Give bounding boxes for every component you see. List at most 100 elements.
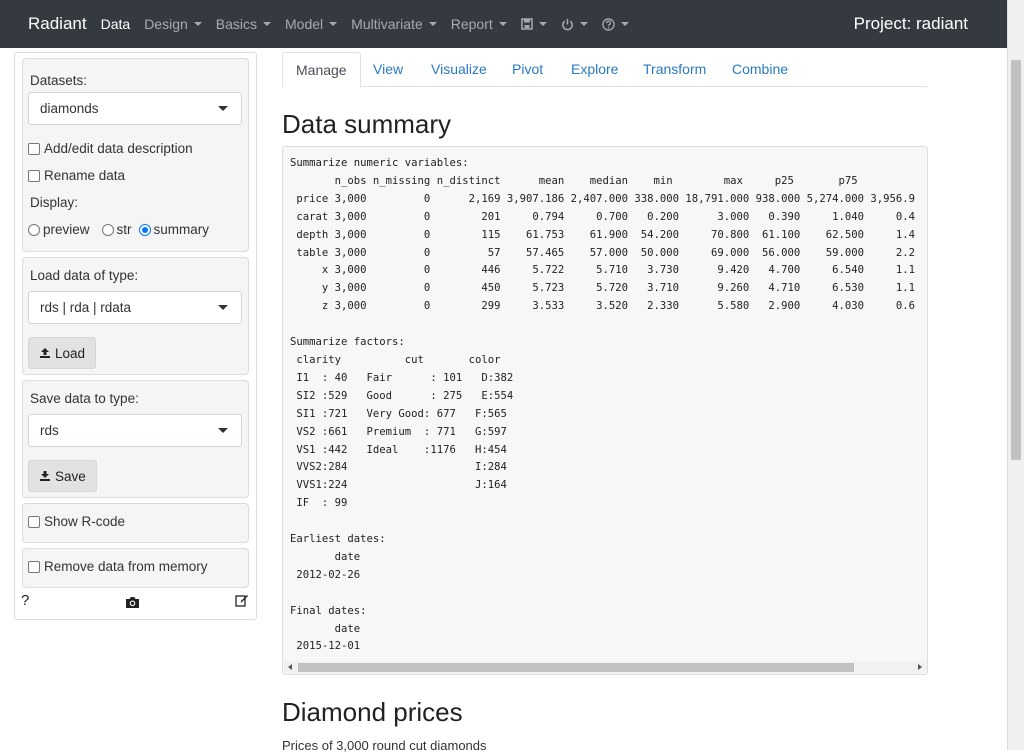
nav-save-menu[interactable] bbox=[521, 18, 547, 30]
page-scrollbar[interactable] bbox=[1007, 0, 1024, 750]
add-edit-description-row[interactable]: Add/edit data description bbox=[28, 141, 193, 156]
tab-pivot[interactable]: Pivot bbox=[512, 52, 543, 86]
dataset-select[interactable]: diamonds bbox=[28, 92, 242, 125]
edit-icon[interactable] bbox=[235, 593, 249, 607]
save-type-label: Save data to type: bbox=[30, 391, 139, 406]
app-brand[interactable]: Radiant bbox=[28, 14, 87, 33]
dataset-select-value: diamonds bbox=[40, 101, 99, 116]
tab-view[interactable]: View bbox=[373, 52, 403, 86]
help-icon bbox=[602, 17, 615, 31]
top-navbar: Radiant Data Design Basics Model Multiva… bbox=[0, 0, 1008, 48]
display-summary-radio[interactable] bbox=[138, 223, 151, 236]
save-type-value: rds bbox=[40, 423, 59, 438]
remove-data-row[interactable]: Remove data from memory bbox=[28, 559, 208, 574]
show-rcode-label: Show R-code bbox=[44, 514, 126, 529]
caret-down-icon bbox=[620, 22, 629, 26]
display-preview-label: preview bbox=[43, 222, 90, 237]
load-button[interactable]: Load bbox=[28, 337, 97, 369]
tab-explore[interactable]: Explore bbox=[571, 52, 618, 86]
sidebar-panel: Datasets: diamonds Add/edit data descrip… bbox=[14, 52, 257, 620]
scroll-right-arrow-icon[interactable] bbox=[918, 664, 922, 670]
show-rcode-well: Show R-code bbox=[22, 503, 249, 543]
camera-icon[interactable] bbox=[125, 596, 140, 609]
display-label: Display: bbox=[30, 195, 79, 210]
remove-data-label: Remove data from memory bbox=[44, 559, 208, 574]
page-scrollbar-thumb[interactable] bbox=[1011, 60, 1021, 460]
remove-data-well: Remove data from memory bbox=[22, 548, 249, 588]
datasets-label: Datasets: bbox=[30, 73, 88, 88]
main-tabs: Manage View Visualize Pivot Explore Tran… bbox=[282, 52, 927, 88]
caret-down-icon bbox=[263, 22, 272, 26]
tab-view-label: View bbox=[373, 61, 404, 77]
save-data-well: Save data to type: rds Save bbox=[22, 380, 249, 498]
summary-hscrollbar[interactable] bbox=[284, 661, 926, 673]
upload-icon bbox=[40, 348, 50, 358]
load-button-label: Load bbox=[55, 345, 86, 361]
summary-hscrollbar-thumb[interactable] bbox=[298, 663, 854, 672]
tab-visualize-label: Visualize bbox=[431, 61, 487, 77]
load-type-select[interactable]: rds | rda | rdata bbox=[28, 291, 242, 324]
nav-basics-label: Basics bbox=[215, 16, 258, 32]
caret-down-icon bbox=[428, 22, 437, 26]
nav-help-menu[interactable] bbox=[602, 17, 629, 31]
load-type-value: rds | rda | rdata bbox=[40, 300, 132, 315]
nav-data[interactable]: Data bbox=[101, 16, 131, 32]
nav-power-menu[interactable] bbox=[561, 18, 588, 31]
rename-data-row[interactable]: Rename data bbox=[28, 168, 125, 183]
display-preview-radio[interactable] bbox=[28, 223, 40, 236]
tab-explore-label: Explore bbox=[571, 61, 619, 77]
nav-report[interactable]: Report bbox=[451, 16, 507, 32]
caret-down-icon bbox=[538, 22, 547, 26]
display-str-radio[interactable] bbox=[101, 223, 114, 236]
dropdown-arrow-icon bbox=[218, 106, 228, 111]
add-edit-description-checkbox[interactable] bbox=[28, 142, 40, 155]
save-type-select[interactable]: rds bbox=[28, 414, 242, 447]
save-button-label: Save bbox=[55, 468, 86, 484]
summary-text: Summarize numeric variables: n_obs n_mis… bbox=[290, 157, 916, 653]
display-str-label: str bbox=[116, 222, 132, 237]
tab-transform-label: Transform bbox=[643, 61, 707, 77]
tab-transform[interactable]: Transform bbox=[643, 52, 706, 86]
tab-visualize[interactable]: Visualize bbox=[431, 52, 487, 86]
rename-data-checkbox[interactable] bbox=[28, 169, 40, 182]
remove-data-checkbox[interactable] bbox=[28, 560, 40, 573]
nav-multivariate[interactable]: Multivariate bbox=[351, 16, 437, 32]
help-question-icon[interactable]: ? bbox=[21, 592, 30, 609]
load-type-label: Load data of type: bbox=[30, 268, 139, 283]
show-rcode-checkbox[interactable] bbox=[28, 515, 40, 528]
load-data-well: Load data of type: rds | rda | rdata Loa… bbox=[22, 257, 249, 375]
tab-manage-label: Manage bbox=[296, 62, 347, 78]
caret-down-icon bbox=[193, 22, 202, 26]
save-icon bbox=[521, 18, 533, 30]
data-summary-heading: Data summary bbox=[282, 109, 452, 139]
display-summary-label: summary bbox=[153, 222, 210, 237]
nav-basics[interactable]: Basics bbox=[215, 16, 272, 32]
project-name: Project: radiant bbox=[853, 14, 968, 33]
datasets-well: Datasets: diamonds Add/edit data descrip… bbox=[22, 58, 249, 252]
summary-output[interactable]: Summarize numeric variables: n_obs n_mis… bbox=[282, 146, 928, 675]
caret-down-icon bbox=[498, 22, 507, 26]
diamond-prices-subtitle: Prices of 3,000 round cut diamonds bbox=[282, 738, 487, 753]
tab-combine[interactable]: Combine bbox=[732, 52, 788, 86]
tab-pivot-label: Pivot bbox=[512, 61, 544, 77]
nav-model[interactable]: Model bbox=[285, 16, 338, 32]
dropdown-arrow-icon bbox=[218, 305, 228, 310]
nav-model-label: Model bbox=[285, 16, 324, 32]
save-button[interactable]: Save bbox=[28, 460, 97, 492]
dropdown-arrow-icon bbox=[218, 428, 228, 433]
tab-manage[interactable]: Manage bbox=[282, 52, 361, 88]
nav-multivariate-label: Multivariate bbox=[351, 16, 423, 32]
tab-combine-label: Combine bbox=[732, 61, 789, 77]
rename-data-label: Rename data bbox=[44, 168, 126, 183]
power-icon bbox=[561, 18, 573, 30]
download-icon bbox=[40, 471, 50, 481]
caret-down-icon bbox=[329, 22, 338, 26]
nav-design-label: Design bbox=[144, 16, 188, 32]
diamond-prices-heading: Diamond prices bbox=[282, 697, 463, 727]
add-edit-description-label: Add/edit data description bbox=[44, 141, 193, 156]
show-rcode-row[interactable]: Show R-code bbox=[28, 514, 125, 529]
caret-down-icon bbox=[579, 22, 588, 26]
nav-design[interactable]: Design bbox=[144, 16, 202, 32]
display-radio-group: preview str summary bbox=[28, 222, 209, 237]
scroll-left-arrow-icon[interactable] bbox=[288, 664, 292, 670]
